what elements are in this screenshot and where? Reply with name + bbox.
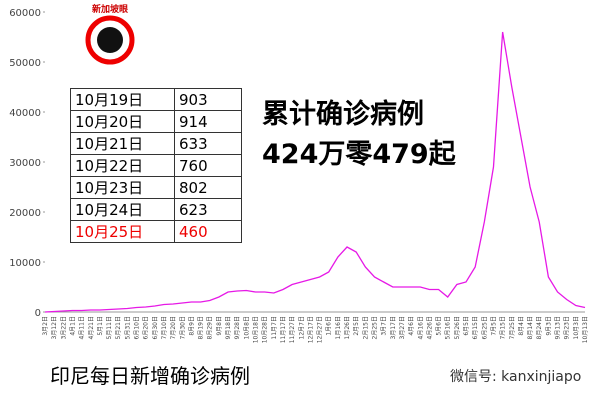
x-tick-label: 9月3日 [545,316,552,336]
x-tick-label: 4月11日 [79,316,86,339]
x-tick-label: 5月26日 [454,316,461,339]
y-tick-label: 0 [35,308,41,319]
x-tick-label: 7月10日 [161,316,168,339]
table-row: 10月22日 760 [70,154,242,177]
logo-text: 新加坡眼 [92,3,128,15]
x-tick-label: 1月26日 [344,316,351,339]
x-tick-label: 2月25日 [371,316,378,339]
table-row: 10月20日 914 [70,110,242,133]
x-tick-label: 6月10日 [134,316,141,339]
x-tick-label: 10月13日 [582,316,589,343]
table-cell: 903 [174,88,242,111]
x-tick-label: 9月23日 [564,316,571,339]
x-tick-label: 6月20日 [143,316,150,339]
table-cell: 633 [174,132,242,155]
table-cell: 914 [174,110,242,133]
table-cell: 10月20日 [70,110,175,133]
x-tick-label: 5月6日 [436,316,443,336]
x-tick-label: 1月6日 [326,316,333,336]
x-tick-label: 4月6日 [408,316,415,336]
x-tick-label: 7月30日 [179,316,186,339]
x-tick-label: 4月1日 [69,316,76,336]
x-tick-label: 7月15日 [500,316,507,339]
caption: 印尼每日新增确诊病例 [50,364,250,388]
x-tick-label: 8月24日 [536,316,543,339]
x-tick-label: 6月5日 [463,316,470,336]
x-tick-label: 2月15日 [362,316,369,339]
x-tick-label: 3月22日 [60,316,67,339]
headline: 累计确诊病例 [262,99,424,130]
table-cell: 10月21日 [70,132,175,155]
y-tick-label: 60000 [9,8,41,19]
y-tick-label: 30000 [9,158,41,169]
daily-table: 10月19日 903 10月20日 914 10月21日 633 10月22日 760 10月2… [70,88,242,243]
table-row: 10月23日 802 [70,176,242,199]
table-cell: 10月22日 [70,154,175,177]
y-tick-label: 40000 [9,108,41,119]
headline: 424万零479起 [262,139,456,170]
table-cell: 802 [174,176,242,199]
table-row: 10月25日 460 [70,220,242,243]
x-tick-label: 3月12日 [51,316,58,339]
x-tick-label: 5月1日 [97,316,104,336]
x-tick-label: 10月18日 [253,316,260,343]
x-tick-label: 5月16日 [445,316,452,339]
x-tick-label: 11月17日 [280,316,287,343]
y-tick-label: 50000 [9,58,41,69]
line [44,31,586,313]
x-tick-label: 6月15日 [472,316,479,339]
table-cell: 10月23日 [70,176,175,199]
x-tick-label: 9月28日 [234,316,241,339]
x-tick-label: 6月30日 [152,316,159,339]
x-tick-label: 12月17日 [307,316,314,343]
x-tick-label: 8月14日 [527,316,534,339]
watermark: 微信号: kanxinjiapo [450,369,582,385]
x-tick-label: 8月4日 [518,316,525,336]
x-tick-label: 12月7日 [298,316,305,339]
x-tick-label: 10月8日 [243,316,250,339]
x-tick-label: 1月16日 [335,316,342,339]
x-tick-label: 3月27日 [399,316,406,339]
x-tick-label: 4月16日 [417,316,424,339]
table-row: 10月24日 623 [70,198,242,221]
x-tick-label: 8月19日 [198,316,205,339]
x-tick-label: 9月8日 [216,316,223,336]
logo-eye [97,27,123,53]
x-tick-label: 4月21日 [88,316,95,339]
x-tick-label: 7月5日 [490,316,497,336]
table-row: 10月19日 903 [70,88,242,111]
table-cell: 10月24日 [70,198,175,221]
x-tick-label: 11月27日 [289,316,296,343]
x-tick-label: 10月28日 [262,316,269,343]
x-tick-label: 4月26日 [426,316,433,339]
x-tick-label: 11月7日 [271,316,278,339]
x-tick-label: 5月11日 [106,316,113,339]
table-cell: 460 [174,220,242,243]
table-cell: 10月19日 [70,88,175,111]
x-tick-label: 6月25日 [481,316,488,339]
x-tick-label: 5月21日 [115,316,122,339]
x-tick-label: 3月17日 [390,316,397,339]
x-tick-label: 9月13日 [555,316,562,339]
table-cell: 10月25日 [70,220,175,243]
x-tick-label: 8月29日 [207,316,214,339]
x-tick-label: 7月25日 [509,316,516,339]
x-tick-label: 8月9日 [188,316,195,336]
table-cell: 623 [174,198,242,221]
table-row: 10月21日 633 [70,132,242,155]
x-tick-label: 3月7日 [381,316,388,336]
x-tick-label: 3月2日 [42,316,49,336]
y-tick-label: 20000 [9,208,41,219]
y-tick-label: 10000 [9,258,41,269]
x-tick-label: 2月5日 [353,316,360,336]
x-tick-label: 9月18日 [225,316,232,339]
x-tick-label: 12月27日 [317,316,324,343]
x-tick-label: 10月3日 [573,316,580,339]
table-cell: 760 [174,154,242,177]
x-tick-label: 7月20日 [170,316,177,339]
x-tick-label: 5月31日 [124,316,131,339]
